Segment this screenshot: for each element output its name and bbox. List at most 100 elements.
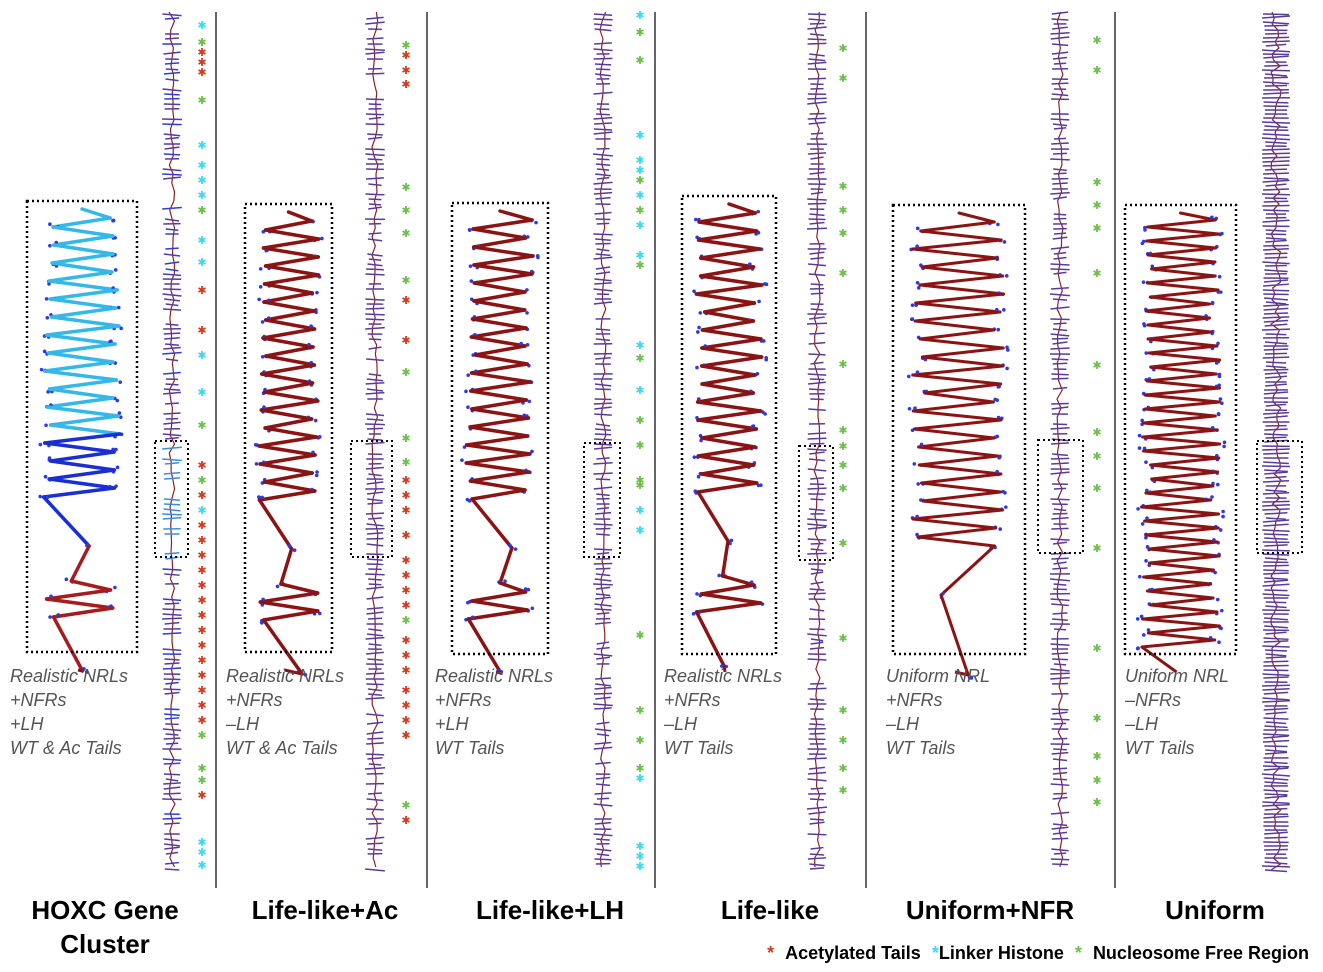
- star-marker: [198, 671, 206, 679]
- histone-tail: [315, 290, 319, 295]
- fiber-segment: [1146, 281, 1220, 292]
- fiber-segment: [920, 355, 1005, 368]
- histone-tail: [314, 473, 319, 478]
- fiber-segment: [918, 283, 1005, 296]
- star-marker: [402, 651, 410, 659]
- nucleosome: [594, 446, 612, 450]
- nucleosome: [1264, 725, 1288, 729]
- nucleosome: [1051, 377, 1069, 380]
- nucleosome: [596, 113, 610, 116]
- histone-tail: [1216, 341, 1220, 346]
- nucleosome: [596, 506, 610, 510]
- nucleosome: [1051, 358, 1069, 361]
- nucleosome: [1262, 479, 1290, 483]
- histone-tail: [113, 268, 118, 272]
- star-stroke: [198, 59, 206, 65]
- nucleosome: [164, 846, 180, 850]
- nucleosome: [1265, 721, 1287, 725]
- histone-tail: [111, 218, 115, 223]
- star-stroke: [1093, 202, 1101, 208]
- nucleosome: [366, 596, 384, 600]
- nucleosome: [808, 341, 826, 345]
- fiber-segment: [697, 220, 759, 233]
- fiber-segment: [919, 220, 996, 233]
- star-marker: [402, 586, 410, 594]
- nucleosome: [365, 153, 385, 157]
- fiber-segment: [472, 290, 527, 303]
- histone-tail: [1004, 505, 1008, 509]
- nucleosome: [1263, 569, 1289, 572]
- nucleosome: [809, 251, 825, 255]
- nucleosome: [595, 586, 611, 590]
- star-marker: [402, 701, 410, 709]
- nucleosome: [366, 37, 384, 40]
- nucleosome: [164, 691, 180, 695]
- star-marker: [1093, 178, 1101, 186]
- fiber-segment: [1146, 316, 1211, 327]
- histone-tail: [536, 255, 540, 260]
- nucleosome: [1050, 858, 1070, 861]
- star-stroke: [1093, 179, 1101, 185]
- nucleosome: [1265, 517, 1287, 520]
- nucleosome: [1264, 433, 1288, 436]
- histone-tail: [693, 489, 698, 493]
- star-marker: [1093, 201, 1101, 209]
- histone-tail: [916, 482, 920, 486]
- nucleosome: [162, 351, 182, 355]
- star-marker: [1093, 484, 1101, 492]
- star-marker: [198, 236, 206, 244]
- histone-tail: [82, 666, 86, 671]
- nucleosome: [807, 97, 827, 100]
- histone-tail: [44, 297, 49, 301]
- fiber-segment: [257, 435, 319, 448]
- nucleosome: [1050, 427, 1070, 430]
- star-stroke: [1093, 645, 1101, 651]
- nucleosome: [809, 171, 825, 175]
- star-marker: [839, 269, 847, 277]
- nucleosome: [164, 717, 180, 720]
- nucleosome: [809, 798, 825, 801]
- nucleosome: [367, 757, 383, 760]
- nucleosome: [365, 51, 385, 55]
- nucleosome: [1052, 767, 1068, 770]
- nucleosome: [1262, 549, 1290, 552]
- nucleosome: [594, 511, 612, 515]
- fiber-segment: [1148, 288, 1220, 299]
- star-marker: [636, 221, 644, 229]
- star-stroke: [839, 787, 847, 793]
- nucleosome: [593, 443, 613, 446]
- nucleosome: [1052, 658, 1068, 661]
- fiber-segment: [700, 337, 763, 350]
- nucleosome: [1265, 749, 1287, 753]
- nucleosome: [1263, 279, 1289, 283]
- nucleosome: [593, 18, 613, 21]
- nucleosome: [593, 48, 613, 52]
- histone-tail: [466, 600, 470, 605]
- nucleosome: [595, 253, 611, 257]
- nucleosome: [1052, 618, 1068, 622]
- nucleosome: [1262, 261, 1290, 265]
- nucleosome: [1050, 668, 1070, 672]
- fiber-segment: [470, 590, 528, 603]
- histone-tail: [530, 606, 535, 611]
- nucleosome: [593, 23, 613, 27]
- fiber-segment: [911, 238, 1003, 251]
- nucleosome: [807, 227, 827, 230]
- star-stroke: [198, 792, 206, 798]
- nucleosome: [365, 441, 385, 445]
- nucleosome: [164, 838, 180, 842]
- nucleosome: [595, 683, 611, 687]
- nucleosome: [162, 123, 182, 126]
- nucleosome: [1263, 564, 1289, 567]
- star-marker: [402, 51, 410, 59]
- star-stroke: [636, 737, 644, 743]
- fiber-segment: [1149, 456, 1221, 467]
- histone-tail: [1222, 440, 1227, 445]
- star-marker: [839, 74, 847, 82]
- fiber-segment: [69, 544, 91, 583]
- histone-tail: [756, 209, 761, 214]
- nucleosome: [366, 672, 384, 675]
- star-marker: [636, 156, 644, 164]
- histone-tail: [1003, 490, 1007, 495]
- histone-tail: [287, 544, 292, 548]
